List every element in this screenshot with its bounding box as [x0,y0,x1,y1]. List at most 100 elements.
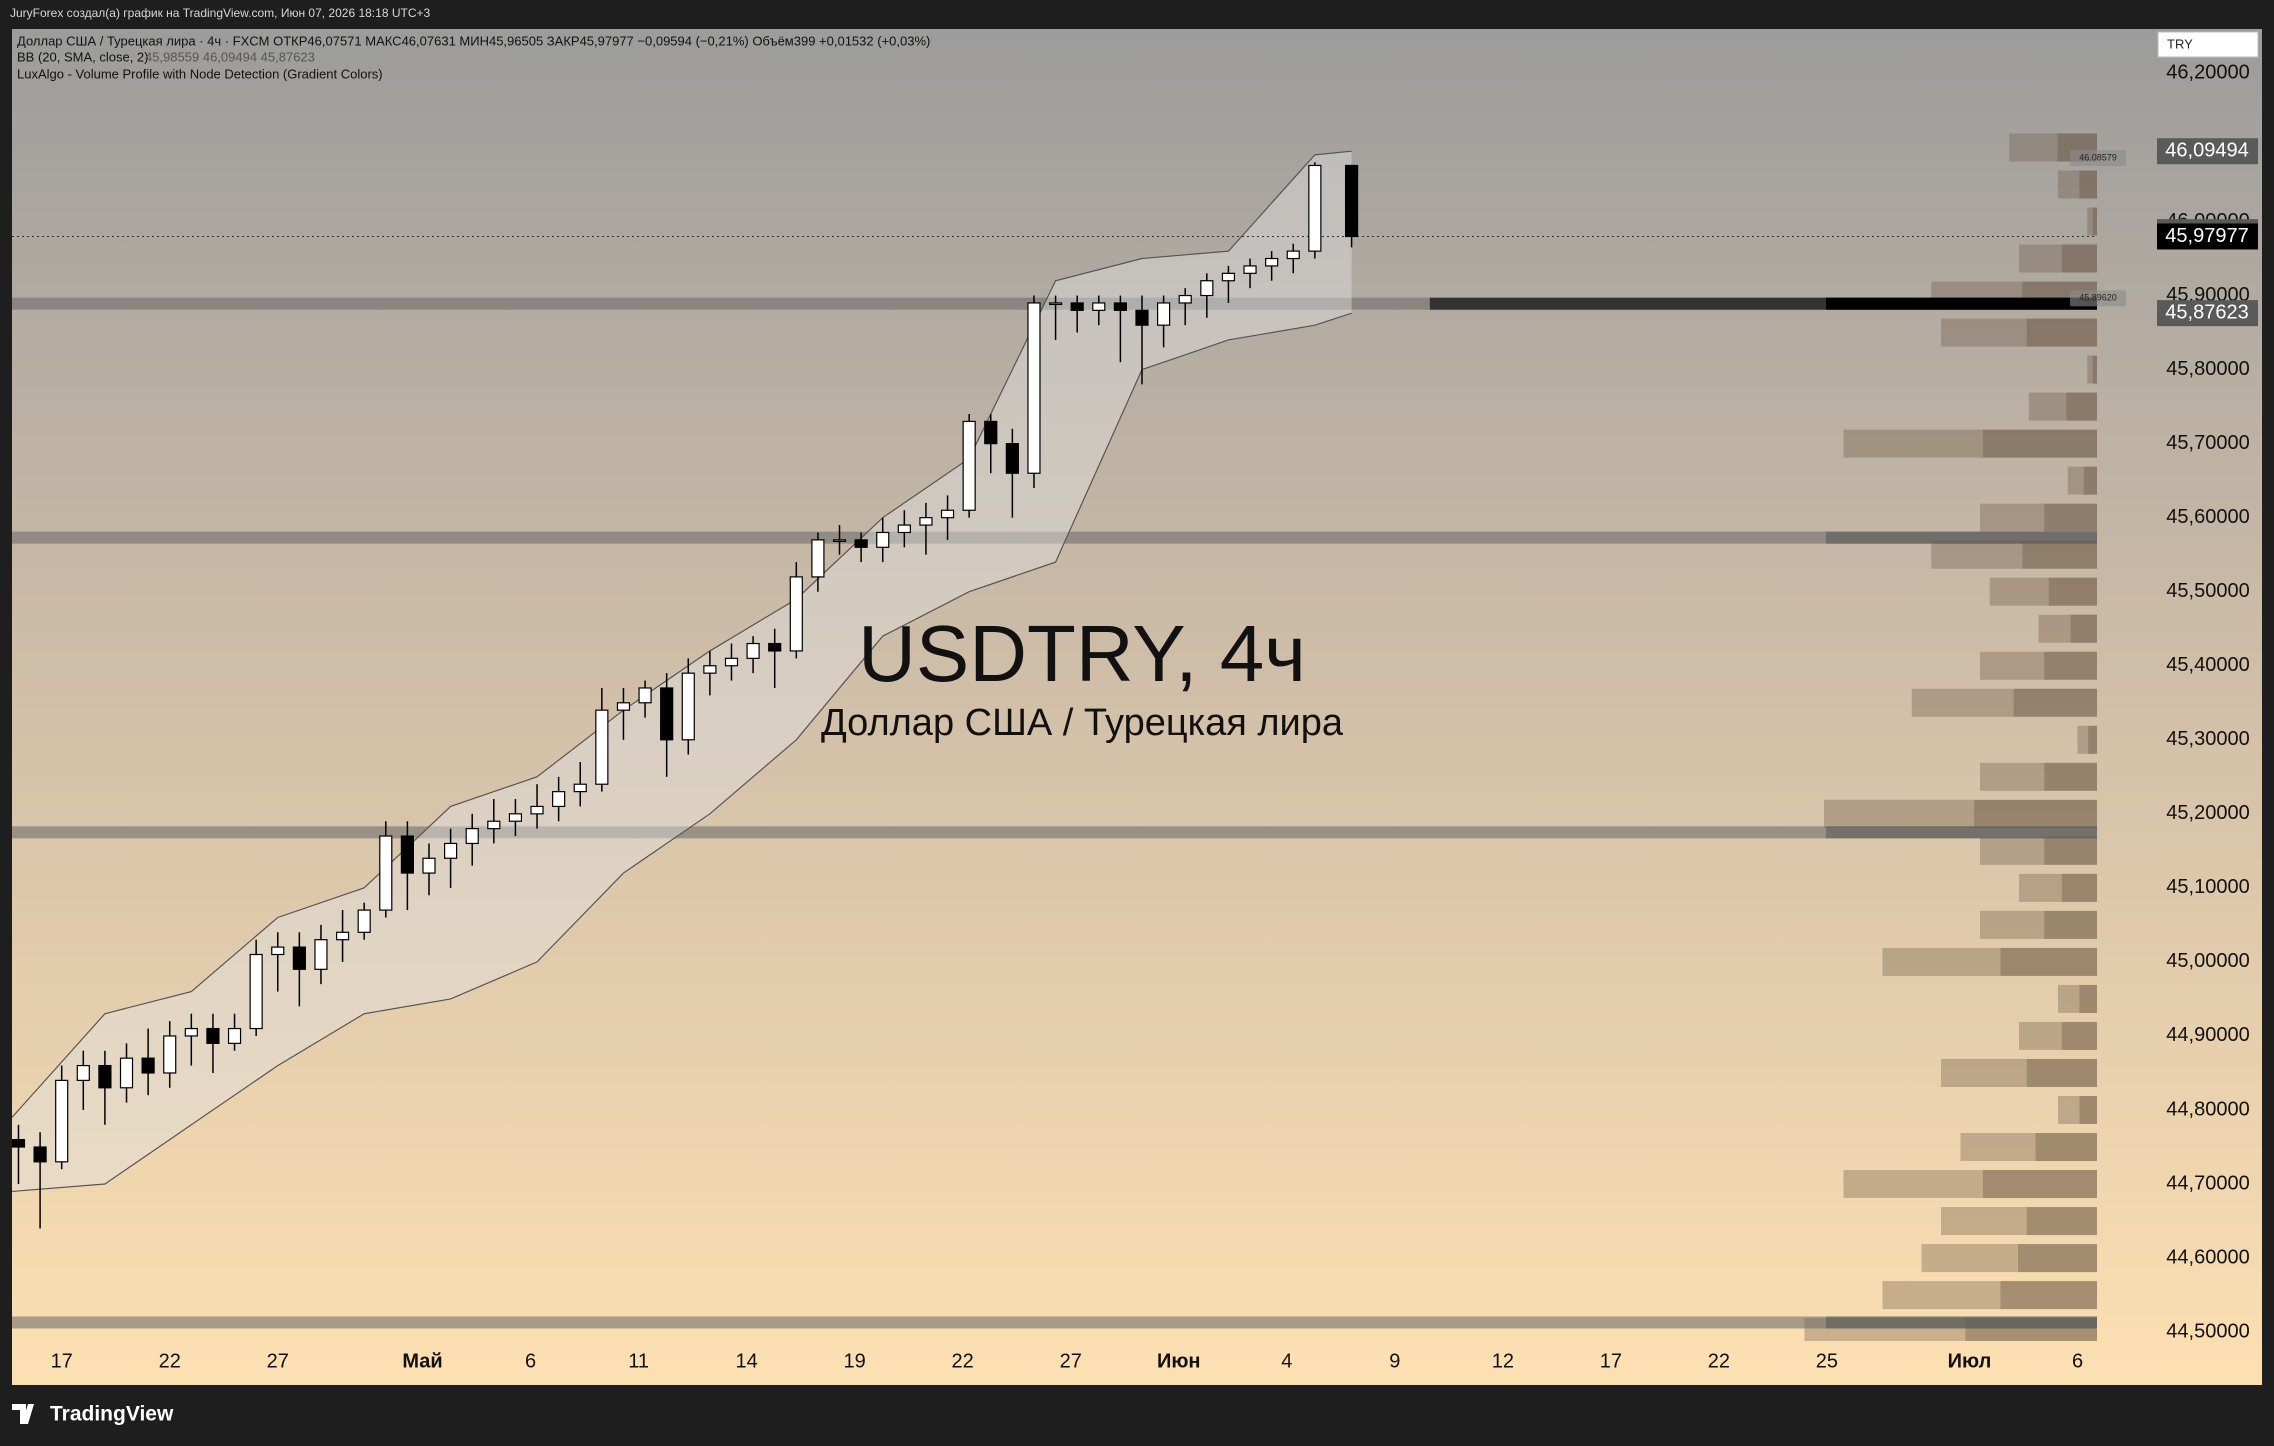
y-tick-label: 45,00000 [2166,950,2249,972]
x-tick-label: 27 [267,1350,289,1372]
volume-profile-bar [1980,651,2097,680]
volume-profile-core [2044,503,2097,532]
y-tick-label: 45,10000 [2166,876,2249,898]
volume-profile-core [2000,1281,2097,1310]
candle-body [595,709,609,785]
small-price-box [2070,149,2126,166]
volume-profile-bar [2058,1095,2097,1124]
candle-body [746,642,760,659]
volume-profile-bar [2058,984,2097,1013]
node-band [12,1316,2097,1329]
candle-body [811,539,825,578]
candle-body [768,642,782,652]
x-tick-label: 25 [1816,1350,1838,1372]
x-tick-label: 6 [525,1350,536,1372]
node-band-peak [1825,297,2097,310]
candle-body [616,702,631,711]
volume-profile-core [2044,836,2097,865]
candle-body [508,813,523,822]
brand[interactable]: TradingView [50,1403,174,1426]
y-tick-label: 46,20000 [2166,62,2249,84]
candle-body [1070,302,1084,311]
candle-body [76,1064,90,1081]
candle-body [1048,302,1063,306]
price-label: 46,09494 [2165,139,2248,161]
candle-body [292,946,306,970]
volume-profile-core [1982,1170,2097,1199]
candle-body [1286,250,1300,260]
currency[interactable]: TRY [2167,36,2193,51]
candle-body [940,509,955,519]
bb-fill [12,151,1352,1192]
candle-body [314,939,328,970]
candle-body [724,657,739,667]
candle-body [1308,164,1322,252]
candle-body [379,835,393,911]
node-band-dark [1825,531,2097,544]
y-tick-label: 45,50000 [2166,580,2249,602]
volume-profile-core [2070,614,2097,643]
candle-body [530,805,544,815]
volume-profile-bar [2038,614,2097,643]
y-tick-label: 45,40000 [2166,654,2249,676]
volume-profile-core [2044,910,2097,939]
volume-profile-bar [1911,688,2097,717]
volume-profile-core [2013,688,2097,717]
y-tick-label: 45,20000 [2166,802,2249,824]
currency-box[interactable] [2157,31,2259,58]
candle-body [1243,265,1257,274]
volume-profile-bar [2087,355,2097,384]
volume-profile-bar [2019,1021,2097,1050]
volume-profile-core [2088,725,2097,754]
candle-body [660,687,674,741]
volume-profile-bar [1843,1170,2097,1199]
x-tick-label: 22 [952,1350,974,1372]
x-tick-label: 17 [51,1350,73,1372]
candle-body [962,420,976,511]
legend-main: Доллар США / Турецкая лира · 4ч · FXCM О… [17,33,930,48]
x-tick-label: Май [402,1350,442,1372]
candle-body [400,835,414,874]
volume-profile-core [2022,540,2097,569]
candle-body [854,539,868,548]
y-tick-label: 44,60000 [2166,1246,2249,1268]
candle-body [487,820,501,830]
candle-body [1113,302,1127,311]
node-band-dark [1825,1316,2097,1329]
small-price-label: 45.89620 [2079,293,2117,303]
candle-body [271,946,285,956]
candle-body [1027,302,1041,474]
volume-profile-bar [2067,466,2097,495]
volume-profile-core [2079,984,2097,1013]
volume-profile-core [2018,1244,2097,1273]
volume-profile-bar [1960,1133,2097,1162]
y-tick-label: 44,80000 [2166,1098,2249,1120]
y-tick-label: 44,70000 [2166,1172,2249,1194]
candle-body [141,1057,155,1074]
volume-profile-bar [1980,910,2097,939]
candle-body [227,1027,242,1044]
candle-body [789,576,803,652]
volume-profile-core [2061,244,2097,273]
volume-profile-core [2044,762,2097,791]
watermark-title: USDTRY, 4ч [858,609,1306,698]
x-tick-label: 11 [628,1350,649,1372]
volume-profile-bar [1941,318,2097,347]
brand-logo[interactable] [12,1404,34,1424]
candle-body [33,1146,47,1163]
candle-body [681,672,695,741]
candle-body [1178,294,1192,304]
candle-body [119,1057,134,1089]
price-label-box [2157,138,2258,165]
candle-body [98,1064,112,1089]
volume-profile-core [2035,1133,2097,1162]
volume-profile-core [2092,355,2097,384]
node-band [12,826,2097,839]
candle-body [206,1027,220,1044]
chart-background [12,29,2262,1385]
volume-profile-bar [1824,799,2097,828]
volume-profile-bar [1941,1058,2097,1087]
candle-body [1157,302,1171,326]
